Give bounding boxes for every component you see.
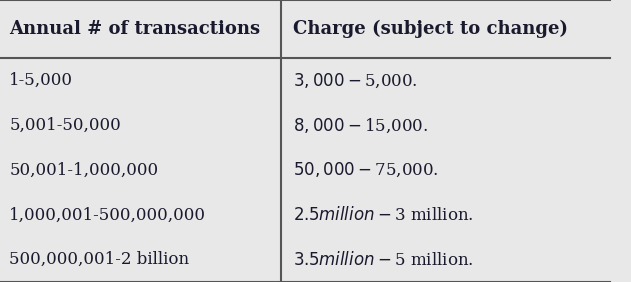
Text: 1-5,000: 1-5,000 [9,72,73,89]
Text: $3,000-$5,000.: $3,000-$5,000. [293,71,418,90]
Text: 500,000,001-2 billion: 500,000,001-2 billion [9,251,189,268]
Text: 5,001-50,000: 5,001-50,000 [9,117,121,134]
FancyBboxPatch shape [0,0,610,282]
Text: $50,000-$75,000.: $50,000-$75,000. [293,161,439,179]
Text: $2.5 million-$3 million.: $2.5 million-$3 million. [293,206,474,224]
Text: 1,000,001-500,000,000: 1,000,001-500,000,000 [9,206,206,223]
Text: $3.5 million-$5 million.: $3.5 million-$5 million. [293,251,474,269]
Text: $8,000-$15,000.: $8,000-$15,000. [293,116,428,135]
Text: Charge (subject to change): Charge (subject to change) [293,20,568,38]
Text: 50,001-1,000,000: 50,001-1,000,000 [9,162,158,179]
Text: Annual # of transactions: Annual # of transactions [9,20,260,38]
